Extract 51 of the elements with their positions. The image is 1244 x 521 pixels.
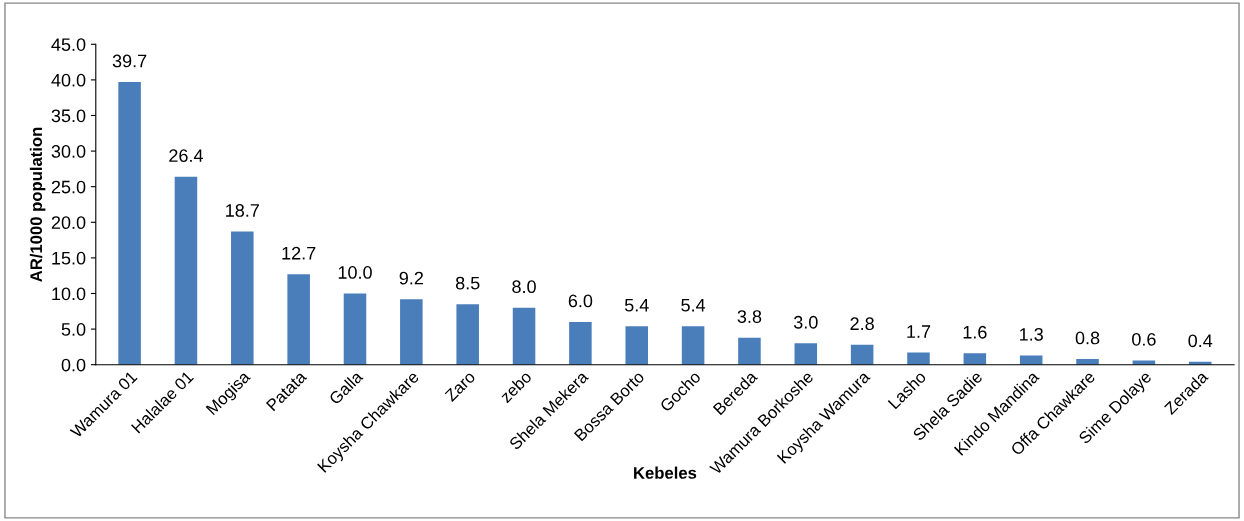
data-label: 1.3 bbox=[1020, 327, 1043, 341]
data-label: 6.0 bbox=[568, 294, 593, 308]
data-label: 5.4 bbox=[681, 298, 706, 312]
y-tick-label: 35.0 bbox=[51, 109, 86, 123]
bar bbox=[1019, 355, 1043, 365]
y-tick-label: 20.0 bbox=[51, 216, 86, 230]
data-label: 9.2 bbox=[399, 271, 423, 285]
y-tick-label: 25.0 bbox=[51, 180, 86, 194]
bar bbox=[569, 321, 592, 365]
y-tick-label: 40.0 bbox=[51, 73, 86, 87]
bar bbox=[400, 299, 423, 365]
data-label: 18.7 bbox=[226, 204, 259, 217]
y-tick-label: 30.0 bbox=[51, 145, 86, 158]
bar bbox=[231, 231, 254, 365]
data-label: 8.5 bbox=[455, 276, 480, 290]
y-axis-title: AR/1000 population bbox=[29, 127, 46, 282]
data-label: 26.4 bbox=[169, 149, 203, 163]
y-tick-label: 10.0 bbox=[52, 287, 86, 301]
data-label: 0.6 bbox=[1132, 332, 1156, 346]
y-tick-label: 5.0 bbox=[61, 323, 86, 336]
y-tick-label: 0.0 bbox=[61, 358, 86, 372]
bar bbox=[794, 343, 818, 365]
bar bbox=[1076, 359, 1099, 365]
data-label: 12.7 bbox=[282, 246, 316, 260]
data-label: 0.8 bbox=[1075, 331, 1100, 345]
data-label: 5.4 bbox=[624, 298, 649, 312]
bar bbox=[963, 353, 987, 365]
bar bbox=[287, 274, 310, 365]
bar bbox=[118, 82, 141, 365]
bar bbox=[174, 176, 198, 365]
y-tick-label: 15.0 bbox=[52, 251, 86, 265]
bar bbox=[625, 326, 649, 365]
x-axis-title: Kebeles bbox=[634, 466, 697, 479]
bar bbox=[907, 352, 930, 365]
data-label: 3.8 bbox=[737, 310, 762, 323]
y-tick-label: 45.0 bbox=[51, 38, 86, 52]
bar bbox=[1132, 360, 1156, 365]
data-label: 0.4 bbox=[1188, 334, 1213, 348]
data-label: 1.7 bbox=[907, 325, 931, 338]
bar bbox=[512, 307, 536, 365]
bar bbox=[343, 293, 367, 365]
bar bbox=[456, 304, 479, 365]
bar bbox=[681, 326, 705, 365]
data-label: 8.0 bbox=[512, 280, 536, 294]
data-label: 10.0 bbox=[338, 266, 372, 279]
data-label: 3.0 bbox=[793, 315, 818, 329]
bar bbox=[850, 344, 874, 365]
data-label: 2.8 bbox=[850, 317, 874, 331]
bar bbox=[738, 337, 761, 365]
data-label: 39.7 bbox=[112, 54, 147, 68]
data-label: 1.6 bbox=[963, 325, 987, 339]
